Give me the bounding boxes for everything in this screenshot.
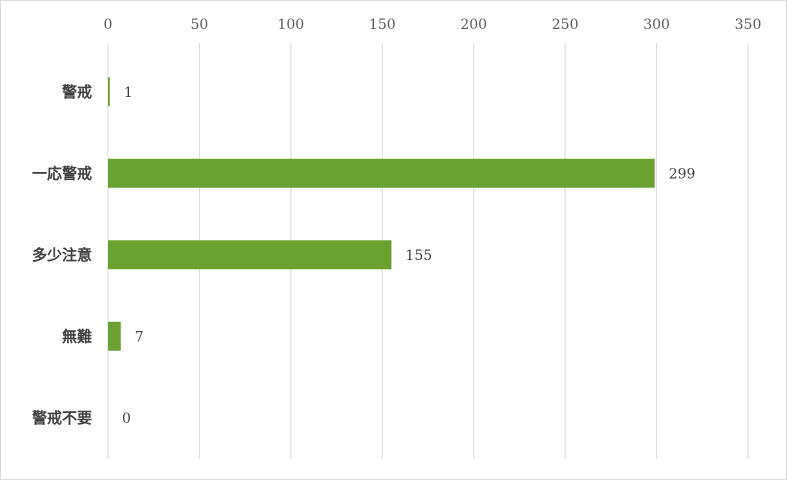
category-label: 警戒不要 <box>31 409 92 427</box>
data-labels: 1 299 155 7 0 <box>122 85 695 427</box>
x-tick-label: 200 <box>460 17 487 33</box>
category-label: 警戒 <box>61 83 92 101</box>
data-label: 1 <box>124 85 133 101</box>
category-label: 多少注意 <box>32 246 92 264</box>
bar <box>108 77 110 107</box>
x-tick-label: 250 <box>552 17 579 33</box>
data-label: 299 <box>669 166 696 182</box>
data-label: 7 <box>135 329 144 345</box>
x-tick-label: 0 <box>104 17 113 33</box>
x-tick-label: 100 <box>277 17 304 33</box>
x-tick-label: 350 <box>735 17 762 33</box>
x-tick-labels: 0 50 100 150 200 250 300 350 <box>104 17 762 33</box>
x-tick-label: 150 <box>369 17 396 33</box>
x-tick-label: 50 <box>191 17 209 33</box>
data-label: 0 <box>122 411 131 427</box>
category-label: 無難 <box>62 327 92 345</box>
data-label: 155 <box>405 248 432 264</box>
bar <box>108 321 121 351</box>
bars <box>108 77 655 351</box>
x-tick-label: 300 <box>643 17 670 33</box>
category-label: 一応警戒 <box>32 164 92 182</box>
bar <box>108 158 655 188</box>
bar <box>108 240 392 270</box>
